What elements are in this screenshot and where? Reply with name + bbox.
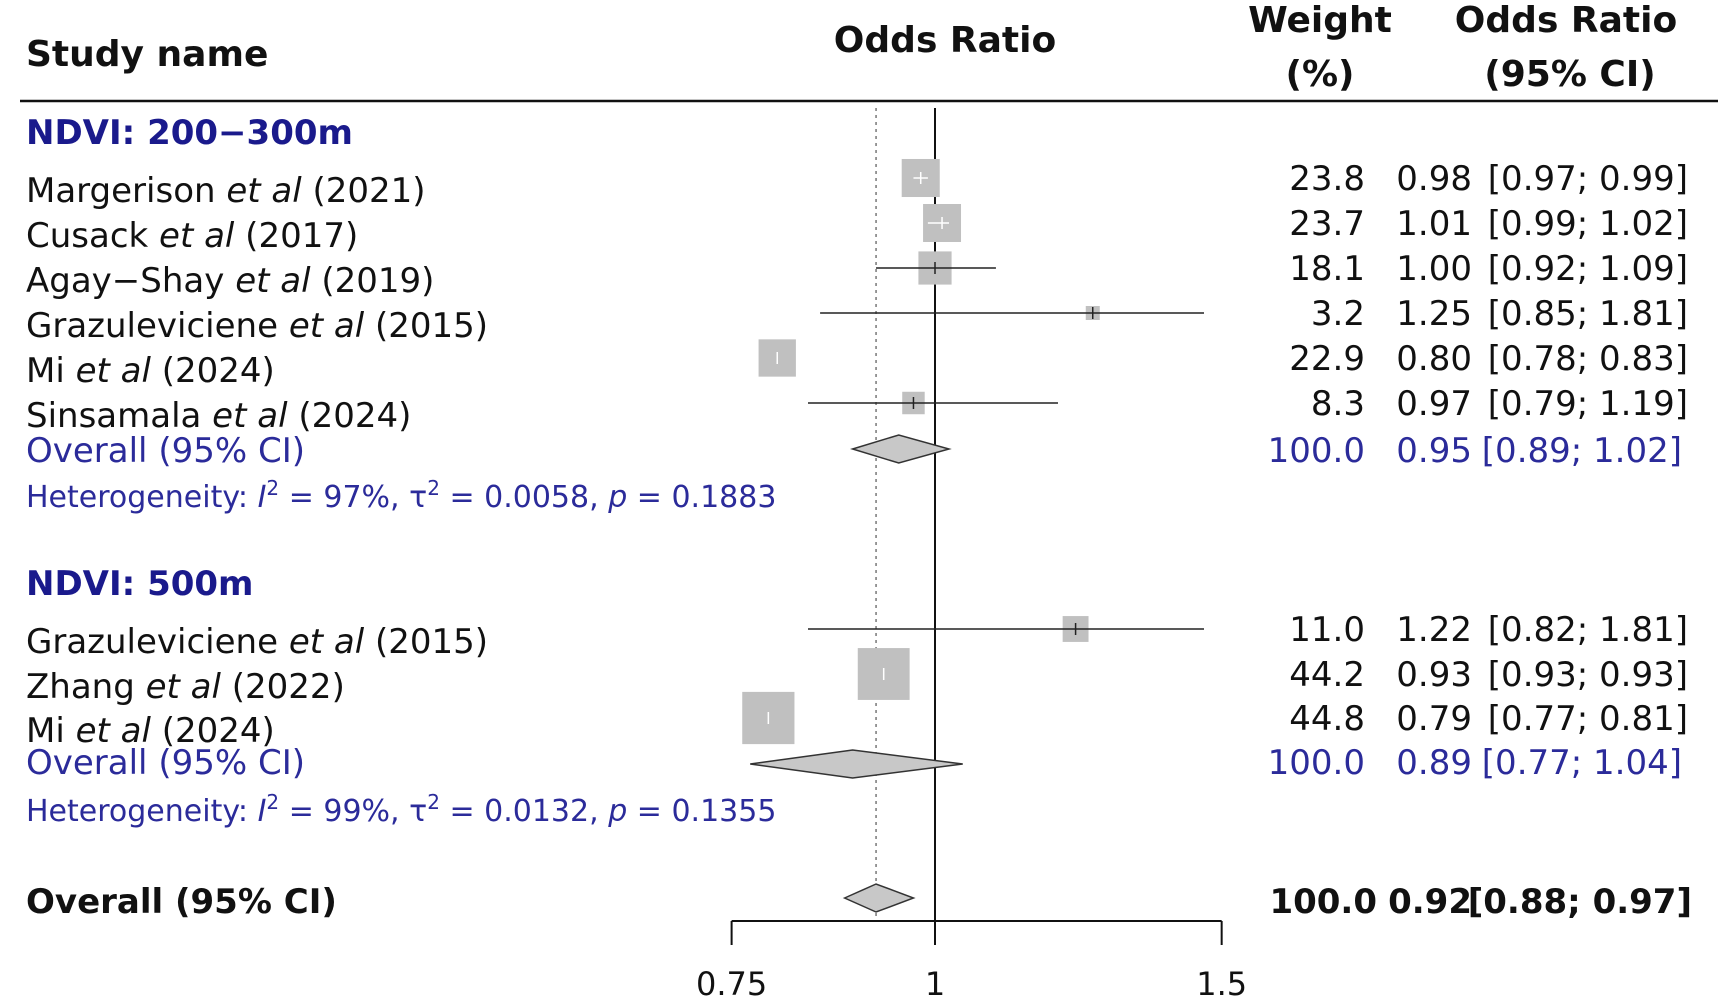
header-odds-ratio-plot: Odds Ratio	[834, 20, 1056, 61]
study-weight: 3.2	[1311, 294, 1365, 334]
header-study-name: Study name	[26, 34, 268, 75]
study-odds-ratio: 0.80	[1396, 339, 1472, 379]
study-weight: 44.2	[1289, 655, 1365, 695]
study-name: Margerison et al (2021)	[26, 171, 426, 211]
study-name: Agay−Shay et al (2019)	[26, 261, 434, 301]
study-weight: 23.7	[1289, 204, 1365, 244]
study-ci: [0.82; 1.81]	[1488, 610, 1688, 650]
study-odds-ratio: 0.98	[1396, 159, 1472, 199]
grand-overall-weight: 100.0	[1269, 882, 1377, 922]
header-odds-ratio: Odds Ratio	[1455, 0, 1677, 41]
subgroup-overall-label: Overall (95% CI)	[26, 431, 305, 471]
study-name: Mi et al (2024)	[26, 351, 275, 391]
group-title: NDVI: 500m	[26, 564, 253, 604]
chart-rows: NDVI: 200−300m Margerison et al (2021) 23.…	[26, 113, 1692, 922]
subgroup-overall-label: Overall (95% CI)	[26, 743, 305, 783]
study-weight: 23.8	[1289, 159, 1365, 199]
grand-overall-odds-ratio: 0.92	[1388, 882, 1472, 922]
grand-overall-ci: [0.88; 0.97]	[1468, 882, 1692, 922]
study-ci: [0.78; 0.83]	[1488, 339, 1688, 379]
study-ci: [0.92; 1.09]	[1488, 249, 1688, 289]
subgroup-overall-ci: [0.77; 1.04]	[1482, 743, 1682, 783]
subgroup-overall-weight: 100.0	[1268, 743, 1365, 783]
study-name: Grazuleviciene et al (2015)	[26, 622, 488, 662]
subgroup-overall-diamond	[750, 749, 963, 779]
study-ci: [0.77; 0.81]	[1488, 699, 1688, 739]
subgroup-overall-odds-ratio: 0.89	[1396, 743, 1472, 783]
subgroup-overall-ci: [0.89; 1.02]	[1482, 431, 1682, 471]
study-weight: 44.8	[1289, 699, 1365, 739]
study-name: Zhang et al (2022)	[26, 667, 345, 707]
x-axis-tick-label: 1	[925, 965, 945, 1003]
study-odds-ratio: 0.79	[1396, 699, 1472, 739]
study-weight: 8.3	[1311, 384, 1365, 424]
study-odds-ratio: 1.25	[1396, 294, 1472, 334]
grand-overall-label: Overall (95% CI)	[26, 882, 337, 922]
study-ci: [0.85; 1.81]	[1488, 294, 1688, 334]
group-title: NDVI: 200−300m	[26, 113, 353, 153]
study-name: Sinsamala et al (2024)	[26, 396, 411, 436]
study-name: Grazuleviciene et al (2015)	[26, 306, 488, 346]
heterogeneity-text: Heterogeneity: I2 = 99%, τ2 = 0.0132, p …	[26, 790, 776, 829]
study-weight: 11.0	[1289, 610, 1365, 650]
study-odds-ratio: 0.97	[1396, 384, 1472, 424]
study-ci: [0.99; 1.02]	[1488, 204, 1688, 244]
study-name: Cusack et al (2017)	[26, 216, 358, 256]
study-name: Mi et al (2024)	[26, 711, 275, 751]
study-odds-ratio: 1.00	[1396, 249, 1472, 289]
subgroup-overall-diamond	[850, 434, 952, 464]
x-axis-tick-label: 0.75	[696, 965, 767, 1003]
study-weight: 22.9	[1289, 339, 1365, 379]
study-ci: [0.93; 0.93]	[1488, 655, 1688, 695]
study-ci: [0.97; 0.99]	[1488, 159, 1688, 199]
header-weight-unit: (%)	[1286, 54, 1355, 95]
grand-overall-diamond	[842, 883, 916, 913]
study-ci: [0.79; 1.19]	[1488, 384, 1688, 424]
header-weight: Weight	[1248, 0, 1392, 41]
x-axis-tick-label: 1.5	[1196, 965, 1247, 1003]
study-odds-ratio: 1.01	[1396, 204, 1472, 244]
heterogeneity-text: Heterogeneity: I2 = 97%, τ2 = 0.0058, p …	[26, 476, 776, 515]
subgroup-overall-weight: 100.0	[1268, 431, 1365, 471]
study-odds-ratio: 0.93	[1396, 655, 1472, 695]
study-odds-ratio: 1.22	[1396, 610, 1472, 650]
study-weight: 18.1	[1289, 249, 1365, 289]
chart-marks: 0.75 1 1.5	[696, 108, 1247, 1003]
subgroup-overall-odds-ratio: 0.95	[1396, 431, 1472, 471]
header-ci: (95% CI)	[1484, 54, 1655, 95]
